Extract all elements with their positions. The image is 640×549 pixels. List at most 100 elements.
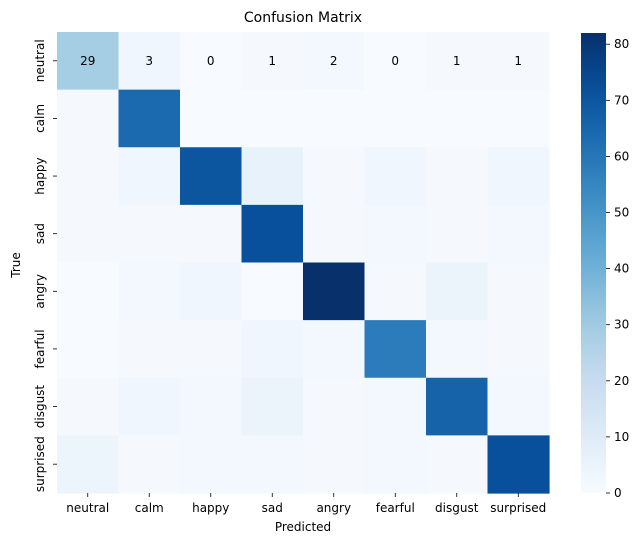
heatmap-cell <box>303 377 366 436</box>
x-axis-ticks: neutral calm happy sad angry fearful disgust su… <box>66 493 546 515</box>
heatmap-cell <box>241 377 304 436</box>
heatmap-cell <box>426 147 489 206</box>
heatmap-cell <box>364 320 427 379</box>
heatmap-cell <box>57 377 120 436</box>
x-tick-label: happy <box>192 501 229 515</box>
y-tick-label: surprised <box>33 436 47 492</box>
heatmap-cell <box>118 377 181 436</box>
x-tick-label: calm <box>135 501 164 515</box>
heatmap-cell <box>426 89 489 148</box>
y-tick-label: sad <box>33 223 47 244</box>
y-tick-label: angry <box>33 274 47 309</box>
cell-value-label: 3 <box>145 54 153 68</box>
heatmap-cell <box>487 435 550 494</box>
heatmap-cell <box>57 204 120 264</box>
cell-value-label: 1 <box>453 54 461 68</box>
heatmap-cell <box>57 262 120 321</box>
x-tick-label: surprised <box>490 501 546 515</box>
heatmap-cell <box>487 147 550 206</box>
heatmap-cell <box>303 147 366 206</box>
y-tick-label: neutral <box>33 39 47 82</box>
colorbar-tick-label: 60 <box>614 149 629 163</box>
heatmap-cell <box>303 262 366 321</box>
heatmap-cell <box>364 32 427 91</box>
cell-value-label: 29 <box>80 54 95 68</box>
colorbar-tick-label: 20 <box>614 374 629 388</box>
heatmap-cell <box>303 320 366 379</box>
heatmap-cell <box>57 32 120 91</box>
heatmap-cell <box>118 147 181 206</box>
heatmap-cell <box>180 377 243 436</box>
colorbar <box>581 33 606 493</box>
heatmap-cell <box>241 435 304 494</box>
heatmap-cell <box>118 262 181 321</box>
heatmap-cell <box>180 32 243 91</box>
heatmap-cell <box>180 89 243 148</box>
heatmap-cell <box>426 32 489 91</box>
y-axis-label: True <box>9 252 23 279</box>
colorbar-ticks: 0 10 20 30 40 50 60 70 80 <box>606 37 629 500</box>
heatmap-cell <box>364 147 427 206</box>
x-tick-label: angry <box>316 501 351 515</box>
heatmap-cell <box>364 89 427 148</box>
colorbar-tick-label: 10 <box>614 430 629 444</box>
colorbar-tick-label: 40 <box>614 262 629 276</box>
y-axis-ticks: neutral calm happy sad angry fearful disgust su… <box>33 39 57 492</box>
heatmap-cell <box>303 204 366 264</box>
heatmap-cell <box>118 320 181 379</box>
heatmap-cell <box>118 435 181 494</box>
heatmap-cell <box>241 147 304 206</box>
x-tick-label: fearful <box>376 501 415 515</box>
chart-title: Confusion Matrix <box>244 10 362 26</box>
heatmap-cell <box>487 89 550 148</box>
heatmap-cell <box>57 89 120 148</box>
heatmap-cell <box>180 435 243 494</box>
heatmap-cell <box>180 204 243 264</box>
heatmap-cell <box>180 262 243 321</box>
x-tick-label: sad <box>262 501 283 515</box>
heatmap-cell <box>487 377 550 436</box>
heatmap-cell <box>180 320 243 379</box>
x-tick-label: disgust <box>435 501 479 515</box>
cell-value-label: 1 <box>268 54 276 68</box>
heatmap-cell <box>180 147 243 206</box>
heatmap-cell <box>426 262 489 321</box>
colorbar-tick-label: 30 <box>614 318 629 332</box>
heatmap-cells <box>57 32 550 494</box>
heatmap-cell <box>303 89 366 148</box>
colorbar-tick-label: 80 <box>614 37 629 51</box>
heatmap-cell <box>426 435 489 494</box>
y-tick-label: happy <box>33 157 47 194</box>
cell-value-label: 0 <box>207 54 215 68</box>
cell-value-label: 0 <box>391 54 399 68</box>
heatmap-cell <box>118 204 181 264</box>
heatmap-cell <box>241 204 304 264</box>
y-tick-label: fearful <box>33 329 47 368</box>
heatmap-cell <box>241 262 304 321</box>
heatmap-cell <box>118 89 181 148</box>
heatmap-cell <box>241 32 304 91</box>
heatmap-cell <box>364 377 427 436</box>
y-tick-label: disgust <box>33 385 47 429</box>
cell-value-label: 2 <box>330 54 338 68</box>
colorbar-tick-label: 70 <box>614 93 629 107</box>
heatmap-cell <box>241 89 304 148</box>
heatmap-cell <box>487 262 550 321</box>
cell-value-label: 1 <box>514 54 522 68</box>
heatmap-cell <box>487 204 550 264</box>
y-tick-label: calm <box>33 104 47 133</box>
heatmap-cell <box>487 32 550 91</box>
heatmap-cell <box>426 320 489 379</box>
heatmap-cell <box>364 435 427 494</box>
heatmap-cell <box>487 320 550 379</box>
heatmap-cell <box>57 435 120 494</box>
colorbar-tick-label: 50 <box>614 206 629 220</box>
heatmap-cell <box>118 32 181 91</box>
heatmap-cell <box>57 147 120 206</box>
heatmap-cell <box>241 320 304 379</box>
cell-annotations: 29 3 0 1 2 0 1 1 <box>80 54 522 68</box>
heatmap-cell <box>303 435 366 494</box>
heatmap-cell <box>57 320 120 379</box>
